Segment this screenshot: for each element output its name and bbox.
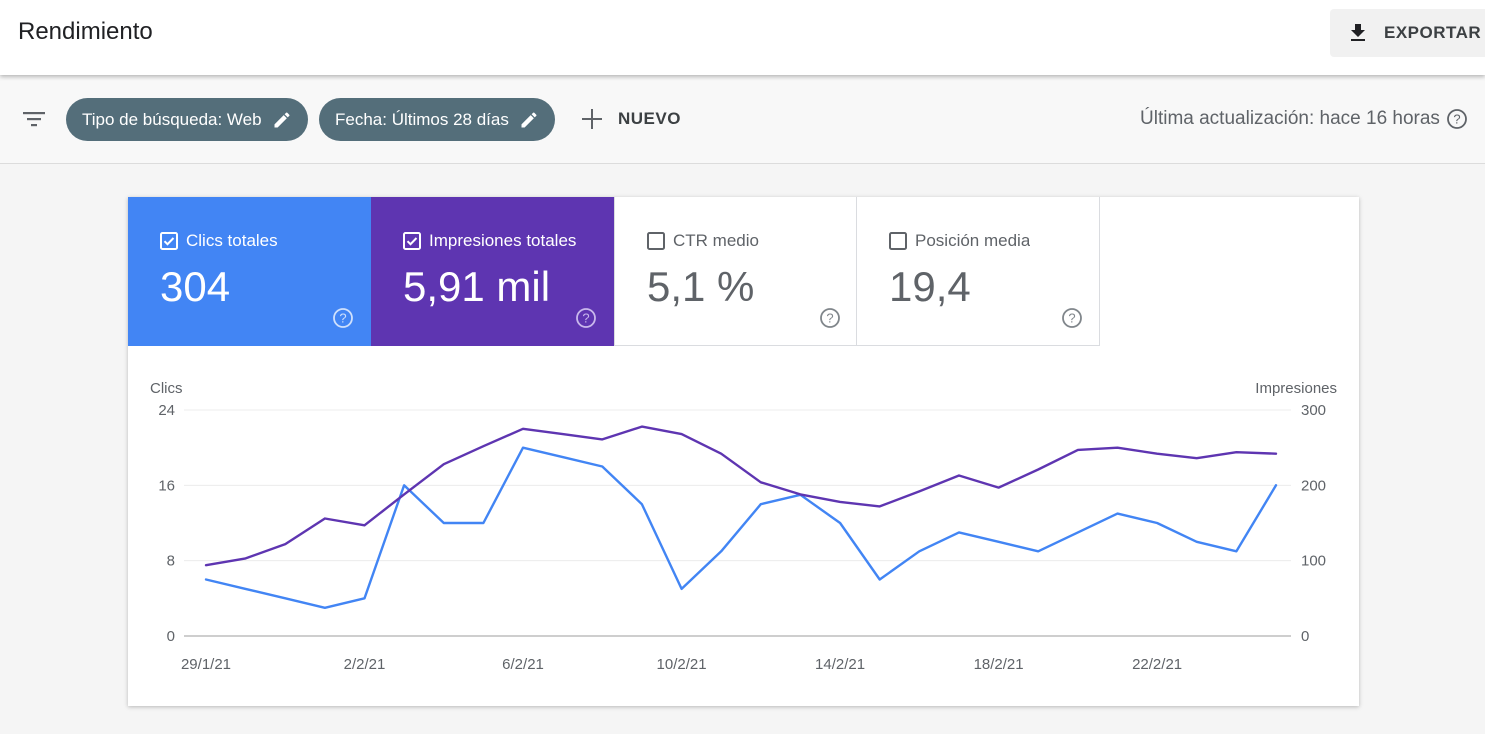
filter-icon[interactable]: [22, 109, 46, 129]
export-label: EXPORTAR: [1384, 23, 1482, 42]
right-tick-label: 100: [1301, 553, 1326, 570]
x-tick-label: 14/2/21: [815, 656, 865, 673]
right-tick-label: 200: [1301, 477, 1326, 494]
checkbox-checked-icon[interactable]: [403, 232, 421, 250]
page-header: Rendimiento EXPORTAR: [0, 0, 1485, 75]
chip-label: Fecha: Últimos 28 días: [335, 109, 509, 129]
svg-text:?: ?: [1453, 112, 1460, 127]
edit-icon[interactable]: [519, 110, 539, 130]
x-tick-label: 10/2/21: [657, 656, 707, 673]
x-tick-label: 29/1/21: [181, 656, 231, 673]
svg-text:?: ?: [339, 311, 346, 326]
help-icon[interactable]: ?: [332, 307, 354, 329]
performance-card: Clics totales 304 ? Impresiones totales …: [128, 197, 1359, 706]
performance-chart: 0 8 16 24 0 100 200 300 Clics Impresiones 29/1/21 2…: [150, 380, 1337, 673]
metric-value: 304: [160, 263, 231, 310]
help-icon[interactable]: ?: [575, 307, 597, 329]
right-tick-label: 300: [1301, 402, 1326, 419]
left-tick-label: 8: [167, 553, 175, 570]
metric-card-clicks[interactable]: Clics totales 304 ?: [128, 197, 371, 346]
last-update-text: Última actualización: hace 16 horas: [1140, 108, 1440, 129]
left-tick-label: 24: [158, 402, 175, 419]
x-tick-label: 6/2/21: [502, 656, 544, 673]
x-tick-label: 18/2/21: [974, 656, 1024, 673]
help-icon[interactable]: ?: [1446, 108, 1468, 130]
metric-card-ctr[interactable]: CTR medio 5,1 % ?: [614, 197, 857, 346]
chip-label: Tipo de búsqueda: Web: [82, 109, 262, 129]
page-title: Rendimiento: [18, 18, 153, 45]
left-tick-label: 16: [158, 477, 175, 494]
metric-value: 5,91 mil: [403, 263, 551, 310]
metric-value: 19,4: [889, 263, 971, 310]
series-line-clics: [204, 446, 1278, 609]
left-axis-title: Clics: [150, 380, 183, 397]
metric-value: 5,1 %: [647, 263, 755, 310]
metric-card-position[interactable]: Posición media 19,4 ?: [857, 197, 1100, 346]
svg-text:?: ?: [826, 311, 833, 326]
x-tick-label: 22/2/21: [1132, 656, 1182, 673]
checkbox-checked-icon[interactable]: [160, 232, 178, 250]
download-icon: [1351, 24, 1365, 41]
help-icon[interactable]: ?: [819, 307, 841, 329]
new-filter-label: NUEVO: [618, 109, 681, 128]
svg-text:?: ?: [582, 311, 589, 326]
checkbox-unchecked-icon[interactable]: [647, 232, 665, 250]
checkbox-unchecked-icon[interactable]: [889, 232, 907, 250]
new-filter-button[interactable]: NUEVO: [580, 107, 681, 131]
export-button[interactable]: EXPORTAR: [1330, 9, 1485, 57]
svg-text:?: ?: [1068, 311, 1075, 326]
series-line-impresiones: [204, 425, 1278, 567]
filter-chip-date[interactable]: Fecha: Últimos 28 días: [319, 98, 555, 141]
left-tick-label: 0: [167, 628, 175, 645]
filter-bar: Tipo de búsqueda: Web Fecha: Últimos 28 …: [0, 76, 1485, 164]
plus-icon: [582, 109, 602, 129]
filter-chip-search-type[interactable]: Tipo de búsqueda: Web: [66, 98, 308, 141]
help-icon[interactable]: ?: [1061, 307, 1083, 329]
right-axis-title: Impresiones: [1255, 380, 1337, 397]
metric-card-impressions[interactable]: Impresiones totales 5,91 mil ?: [371, 197, 614, 346]
x-tick-label: 2/2/21: [344, 656, 386, 673]
right-tick-label: 0: [1301, 628, 1309, 645]
last-update: Última actualización: hace 16 horas ?: [1140, 108, 1468, 130]
edit-icon[interactable]: [272, 110, 292, 130]
